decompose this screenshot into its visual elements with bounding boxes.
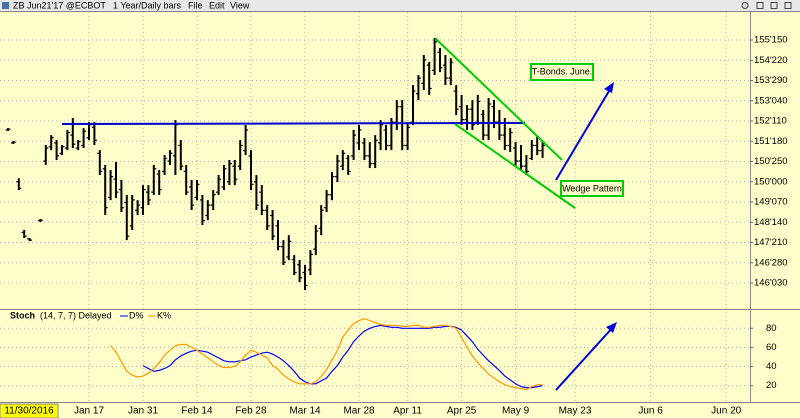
annotation-box xyxy=(530,63,594,81)
y-tick-label: 155'150 xyxy=(754,35,788,46)
x-tick-label: Mar 28 xyxy=(343,406,375,417)
x-tick-label: Apr 25 xyxy=(447,406,477,417)
menu-view[interactable]: View xyxy=(230,0,250,10)
y-tick-label: 146'280 xyxy=(754,257,788,268)
button[interactable] xyxy=(756,2,764,9)
y-tick-label: 152'110 xyxy=(754,116,787,127)
indicator-params: (14, 7, 7) Delayed xyxy=(40,310,112,320)
y-tick-label: 20 xyxy=(766,380,777,391)
arrow-head xyxy=(606,322,617,333)
x-tick-label: Jan 17 xyxy=(74,406,104,417)
y-tick-label: 40 xyxy=(766,361,777,372)
menu-file[interactable]: File xyxy=(188,0,203,10)
y-tick-label: 151'180 xyxy=(754,136,788,147)
y-tick-label: 153'040 xyxy=(754,95,788,106)
y-tick-label: 150'000 xyxy=(754,176,788,187)
x-tick-label: May 9 xyxy=(502,406,530,417)
x-tick-label: Mar 14 xyxy=(289,406,321,417)
x-tick-label: Feb 28 xyxy=(235,406,267,417)
y-tick-label: 148'140 xyxy=(754,217,788,228)
y-tick-label: 153'290 xyxy=(754,75,788,86)
marks xyxy=(5,37,546,391)
arrow xyxy=(555,325,615,391)
annotation: T-Bonds. June. xyxy=(532,66,593,76)
title-bar xyxy=(0,0,800,11)
legend-label: D% xyxy=(129,310,144,320)
y-tick-label: 147'210 xyxy=(754,237,788,248)
legend-label: K% xyxy=(157,310,171,320)
y-tick-label: 154'220 xyxy=(754,55,788,66)
button[interactable] xyxy=(770,2,778,9)
y-tick-label: 80 xyxy=(766,323,777,334)
indicator-title: Stoch xyxy=(10,310,35,320)
menu-edit[interactable]: Edit xyxy=(209,0,225,10)
x-tick-label: May 23 xyxy=(559,406,592,417)
arrow-head xyxy=(604,82,614,93)
button[interactable] xyxy=(784,2,792,9)
cursor-date: 11/30/2016 xyxy=(4,406,54,417)
annotation: Wedge Pattern xyxy=(562,183,622,193)
x-tick-label: Jun 20 xyxy=(711,406,741,417)
app-icon xyxy=(2,2,9,9)
stoch-line xyxy=(142,324,543,389)
x-tick-label: Apr 11 xyxy=(393,406,422,417)
arrow xyxy=(555,85,613,181)
resistance-line xyxy=(61,122,526,125)
y-tick-label: 60 xyxy=(766,342,777,353)
x-tick-label: Jun 6 xyxy=(638,406,663,417)
y-tick-label: 146'030 xyxy=(754,278,788,289)
window-buttons[interactable] xyxy=(741,2,792,9)
y-tick-label: 150'250 xyxy=(754,156,788,167)
x-tick-label: Feb 14 xyxy=(181,406,213,417)
interval: 1 Year/Daily bars xyxy=(113,0,182,10)
x-tick-label: Jan 31 xyxy=(128,406,158,417)
symbol: ZB Jun21'17 @ECBOT xyxy=(13,0,106,10)
wedge-line xyxy=(434,37,563,161)
y-tick-label: 149'070 xyxy=(754,197,788,208)
cursor-date-box xyxy=(0,403,59,418)
stoch-line xyxy=(110,318,543,391)
wedge-line xyxy=(454,123,576,209)
annotation-box xyxy=(560,180,624,197)
grid xyxy=(0,12,750,402)
button[interactable] xyxy=(741,2,749,9)
